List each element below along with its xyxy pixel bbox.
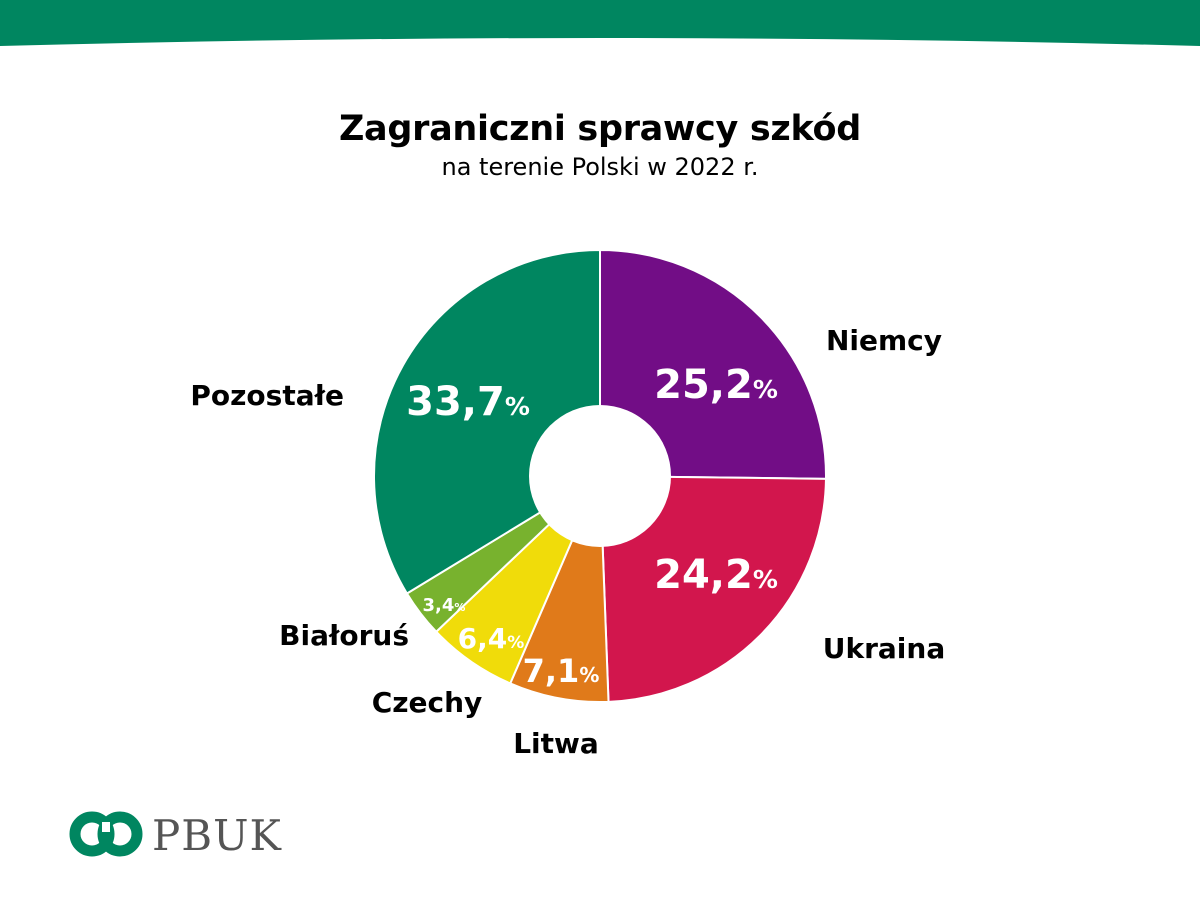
pbuk-interlocked-rings-icon — [69, 811, 143, 857]
value-label-niemcy: 25,2% — [654, 362, 778, 408]
slice-niemcy — [599, 248, 827, 480]
slice-labels-group: Niemcy Ukraina Litwa Czechy Białoruś Pozostał… — [190, 324, 945, 760]
slice-label-pozostałe: Pozostałe — [190, 379, 344, 412]
top-band — [0, 0, 1200, 46]
slice-ukraina — [598, 474, 827, 703]
slice-label-niemcy: Niemcy — [826, 324, 942, 357]
pbuk-logo: PBUK — [68, 806, 298, 866]
slice-label-białoruś: Białoruś — [279, 619, 409, 652]
value-label-czechy: 6,4% — [458, 622, 525, 655]
top-band-shape — [0, 0, 1200, 46]
value-labels-group: 25,2% 24,2% 7,1%6,4% 3,4% 33,7% — [406, 362, 778, 690]
slice-label-ukraina: Ukraina — [823, 632, 946, 665]
chart-title: Zagraniczni sprawcy szkód — [338, 109, 862, 149]
donut-hole — [529, 405, 671, 547]
value-label-litwa: 7,1% — [523, 652, 600, 690]
slice-label-litwa: Litwa — [513, 727, 599, 760]
value-label-ukraina: 24,2% — [654, 552, 778, 598]
logo-text: PBUK — [152, 811, 282, 860]
chart-title-block: Zagraniczni sprawcy szkód na terenie Pol… — [0, 108, 1200, 182]
value-label-pozostałe: 33,7% — [406, 379, 530, 425]
chart-subtitle: na terenie Polski w 2022 r. — [441, 153, 759, 181]
slice-label-czechy: Czechy — [372, 686, 483, 719]
value-label-białoruś: 3,4% — [423, 595, 466, 616]
